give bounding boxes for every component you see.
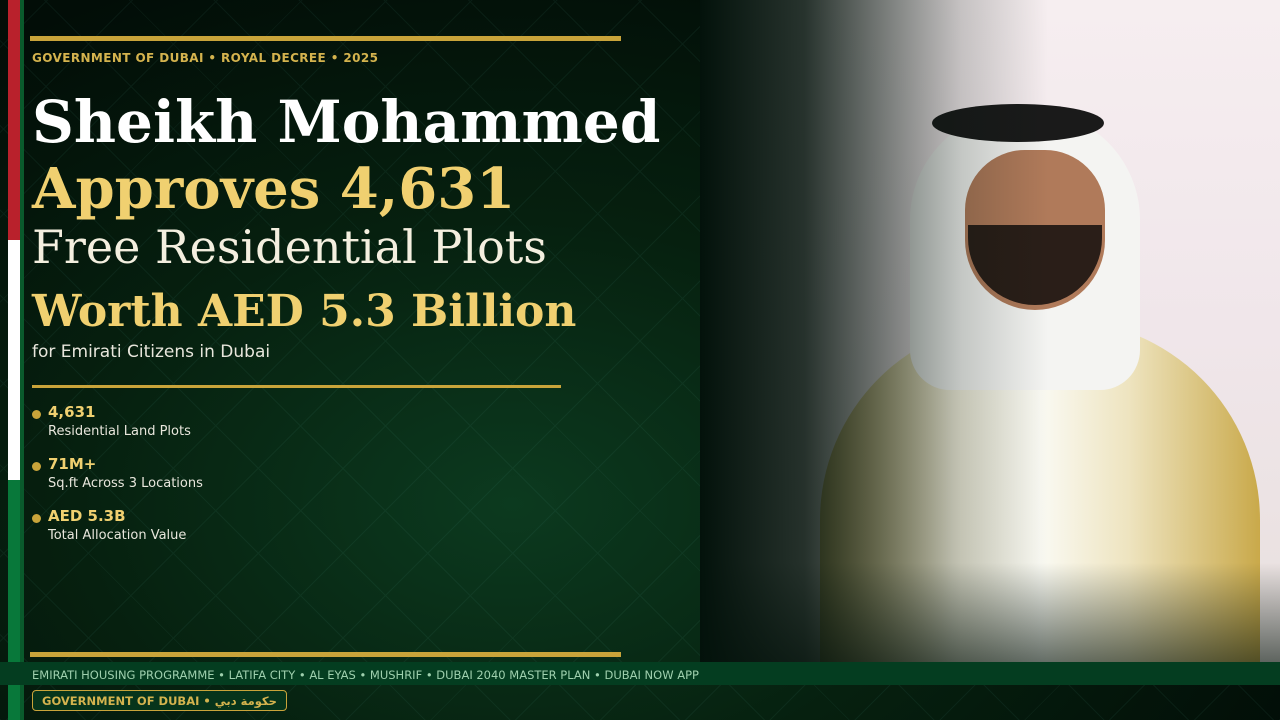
stat-value: AED 5.3B	[48, 507, 126, 525]
government-badge: GOVERNMENT OF DUBAI • حكومة دبي	[32, 690, 287, 711]
portrait-photo	[700, 0, 1280, 680]
stat-label: Total Allocation Value	[48, 528, 187, 543]
stat-label: Sq.ft Across 3 Locations	[48, 476, 203, 491]
flag-stripe-green	[8, 480, 20, 720]
headline-line2: Approves 4,631	[32, 156, 516, 222]
top-rule	[30, 36, 621, 41]
flag-stripe-red	[8, 0, 20, 240]
ticker: EMIRATI HOUSING PROGRAMME • LATIFA CITY …	[0, 662, 1280, 685]
bullet-icon	[32, 410, 41, 419]
headline-line1: Sheikh Mohammed	[32, 88, 661, 156]
bullet-icon	[32, 514, 41, 523]
subtitle: for Emirati Citizens in Dubai	[32, 342, 271, 362]
stat-label: Residential Land Plots	[48, 424, 191, 439]
kicker: GOVERNMENT OF DUBAI • ROYAL DECREE • 202…	[32, 51, 379, 65]
flag-stripe-white	[8, 240, 20, 480]
divider	[32, 385, 561, 388]
stat-value: 71M+	[48, 455, 97, 473]
stat-value: 4,631	[48, 403, 96, 421]
headline-line3: Free Residential Plots	[32, 220, 547, 274]
bullet-icon	[32, 462, 41, 471]
flag-edge	[20, 0, 24, 720]
headline-line4: Worth AED 5.3 Billion	[32, 286, 577, 337]
bottom-rule	[30, 652, 621, 657]
